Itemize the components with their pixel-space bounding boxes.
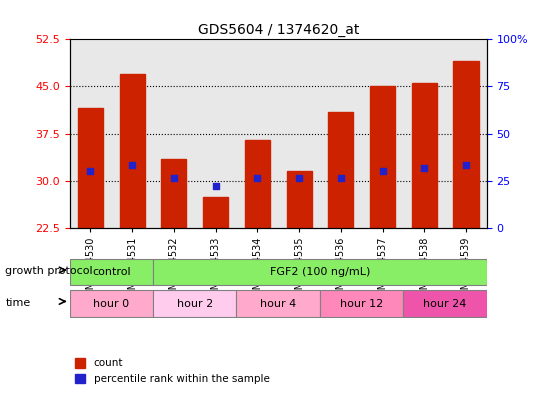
Text: FGF2 (100 ng/mL): FGF2 (100 ng/mL) <box>270 267 370 277</box>
Text: hour 12: hour 12 <box>340 299 383 309</box>
Text: hour 2: hour 2 <box>177 299 213 309</box>
Point <box>211 183 220 189</box>
Bar <box>412 83 437 228</box>
Bar <box>245 140 270 228</box>
Point <box>420 165 429 171</box>
Bar <box>287 171 311 228</box>
Text: hour 4: hour 4 <box>260 299 296 309</box>
Bar <box>370 86 395 228</box>
Point <box>170 174 178 181</box>
FancyBboxPatch shape <box>236 290 320 317</box>
FancyBboxPatch shape <box>153 290 236 317</box>
Point <box>378 168 387 174</box>
Bar <box>203 196 228 228</box>
Bar <box>454 61 478 228</box>
Text: hour 0: hour 0 <box>93 299 129 309</box>
Point <box>462 162 470 168</box>
Point <box>86 168 95 174</box>
Point <box>128 162 136 168</box>
FancyBboxPatch shape <box>153 259 487 285</box>
Text: hour 24: hour 24 <box>423 299 467 309</box>
Title: GDS5604 / 1374620_at: GDS5604 / 1374620_at <box>197 23 359 37</box>
Bar <box>328 112 353 228</box>
Bar <box>120 74 144 228</box>
Legend: count, percentile rank within the sample: count, percentile rank within the sample <box>75 358 270 384</box>
Text: growth protocol: growth protocol <box>5 266 93 276</box>
Text: control: control <box>92 267 131 277</box>
FancyBboxPatch shape <box>403 290 487 317</box>
Point <box>253 174 262 181</box>
Point <box>295 174 303 181</box>
Bar <box>162 159 186 228</box>
FancyBboxPatch shape <box>70 259 153 285</box>
Bar <box>78 108 103 228</box>
Text: time: time <box>5 298 30 308</box>
Point <box>337 174 345 181</box>
FancyBboxPatch shape <box>320 290 403 317</box>
FancyBboxPatch shape <box>70 290 153 317</box>
